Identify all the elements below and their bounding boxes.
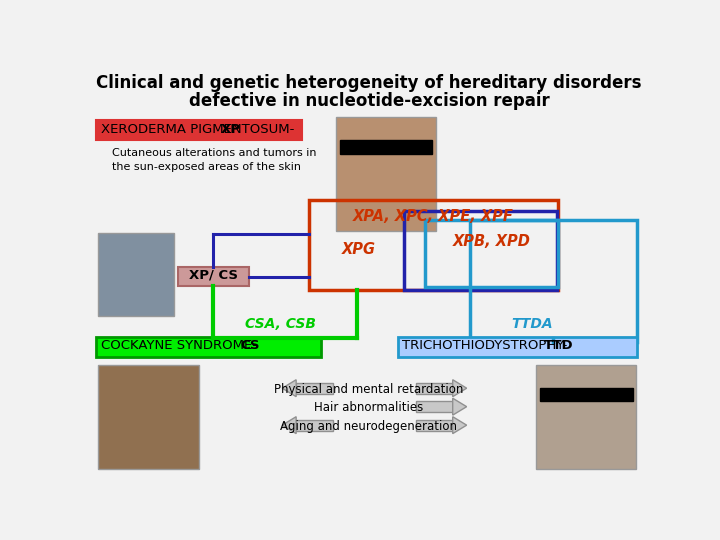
Bar [469, 220, 637, 342]
Text: Physical and mental retardation: Physical and mental retardation [274, 383, 464, 396]
Text: XPB, XPD: XPB, XPD [452, 234, 531, 249]
Bar [341, 140, 432, 154]
Bar [96, 120, 302, 140]
Bar [178, 267, 249, 286]
Text: XP/ CS: XP/ CS [189, 269, 238, 282]
Polygon shape [282, 380, 296, 397]
Bar [96, 336, 321, 357]
Text: Hair abnormalities: Hair abnormalities [315, 401, 423, 414]
Text: XPA, XPC, XPE, XPF: XPA, XPC, XPE, XPF [353, 209, 514, 224]
Text: CSA, CSB: CSA, CSB [245, 318, 316, 332]
Text: XP: XP [221, 123, 241, 136]
Bar [536, 365, 636, 469]
Text: XERODERMA PIGMENTOSUM-: XERODERMA PIGMENTOSUM- [101, 123, 299, 136]
Text: CS: CS [240, 339, 260, 352]
Text: Cutaneous alterations and tumors in
the sun-exposed areas of the skin: Cutaneous alterations and tumors in the … [112, 148, 316, 172]
Bar [425, 220, 558, 287]
Bar [309, 200, 558, 291]
Polygon shape [282, 417, 296, 434]
Text: XPG: XPG [342, 242, 376, 257]
Text: TRICHOTHIODYSTROPHY-: TRICHOTHIODYSTROPHY- [402, 339, 572, 352]
Text: TTD: TTD [544, 339, 574, 352]
Bar [415, 383, 453, 394]
Polygon shape [453, 417, 467, 434]
Text: COCKAYNE SYNDROME-: COCKAYNE SYNDROME- [101, 339, 261, 352]
Text: Aging and neurodegeneration: Aging and neurodegeneration [281, 420, 457, 433]
Bar [404, 211, 557, 291]
Bar [336, 117, 436, 231]
Bar [539, 388, 632, 401]
Bar [296, 383, 333, 394]
Bar [98, 365, 199, 469]
Bar [415, 420, 453, 430]
Polygon shape [453, 398, 467, 415]
Bar [98, 233, 174, 316]
Bar [415, 401, 453, 412]
Text: defective in nucleotide-excision repair: defective in nucleotide-excision repair [189, 92, 549, 110]
Text: Clinical and genetic heterogeneity of hereditary disorders: Clinical and genetic heterogeneity of he… [96, 74, 642, 92]
Bar [398, 336, 637, 357]
Bar [296, 420, 333, 430]
Text: TTDA: TTDA [511, 318, 552, 332]
Polygon shape [453, 380, 467, 397]
